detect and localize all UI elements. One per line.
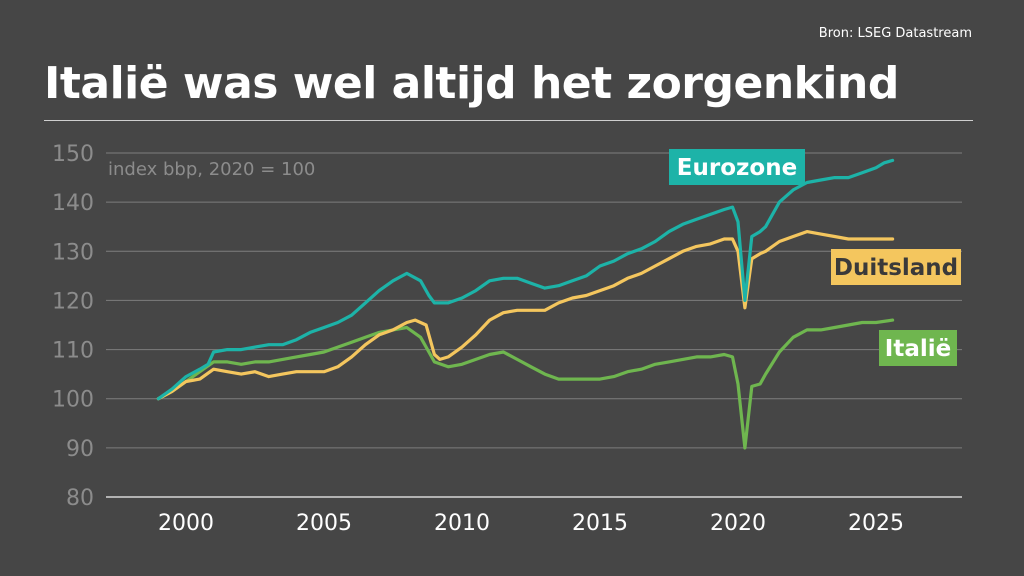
y-tick-label: 150 — [52, 142, 94, 167]
y-tick-label: 130 — [52, 240, 94, 265]
y-tick-label: 120 — [52, 289, 94, 314]
x-axis-ticks: 2000 2005 2010 2015 2020 2025 — [158, 511, 904, 536]
label-text: Italië — [885, 336, 951, 362]
series-label-eurozone: Eurozone — [669, 149, 805, 185]
label-box — [831, 249, 961, 285]
y-tick-label: 80 — [66, 486, 94, 511]
x-tick-label: 2020 — [710, 511, 766, 536]
label-box — [669, 149, 805, 185]
label-text: Duitsland — [834, 255, 958, 281]
label-text: Eurozone — [677, 155, 797, 181]
x-tick-label: 2005 — [296, 511, 352, 536]
y-tick-label: 100 — [52, 388, 94, 413]
x-tick-label: 2010 — [434, 511, 490, 536]
x-tick-label: 2025 — [848, 511, 904, 536]
y-tick-label: 110 — [52, 339, 94, 364]
x-tick-label: 2000 — [158, 511, 214, 536]
label-box — [879, 330, 957, 366]
series-line-italië — [156, 318, 895, 450]
series-labels: Eurozone Duitsland Italië — [669, 149, 961, 366]
y-tick-label: 140 — [52, 191, 94, 216]
source-note: Bron: LSEG Datastream — [818, 26, 972, 41]
series-line-duitsland — [156, 230, 895, 401]
title-divider — [44, 120, 973, 121]
x-tick-label: 2015 — [572, 511, 628, 536]
y-tick-label: 90 — [66, 437, 94, 462]
gridlines — [106, 152, 962, 498]
series-line-eurozone — [156, 158, 895, 401]
chart-title: Italië was wel altijd het zorgenkind — [44, 58, 899, 109]
series-label-duitsland: Duitsland — [831, 249, 961, 285]
y-axis-unit-label: index bbp, 2020 = 100 — [108, 159, 315, 180]
series-label-italië: Italië — [879, 330, 957, 366]
series-lines — [156, 158, 895, 450]
y-axis-ticks: 80 90 100 110 120 130 140 150 — [52, 142, 94, 511]
